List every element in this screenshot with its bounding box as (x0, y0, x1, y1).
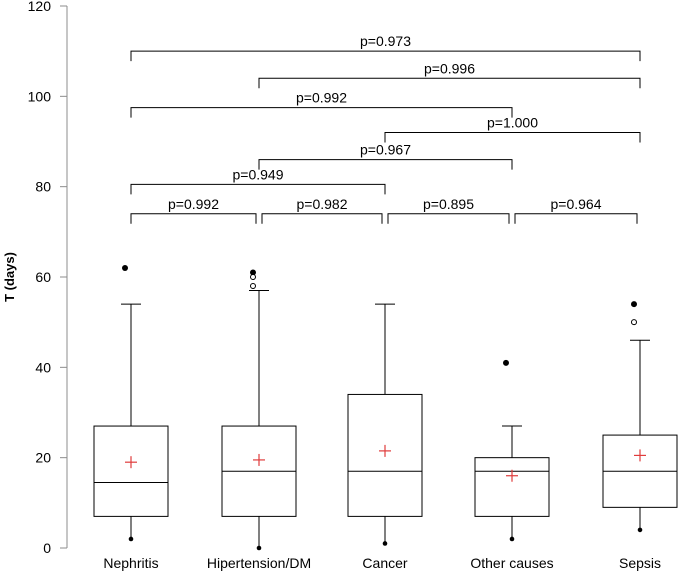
comparison-p-value: p=0.982 (297, 196, 348, 212)
comparison-p-value: p=0.973 (360, 33, 411, 49)
comparison-bracket (258, 159, 513, 170)
box (347, 393, 423, 517)
comparison-p-value: p=0.992 (168, 196, 219, 212)
outlier-filled (250, 269, 256, 276)
outlier-open (631, 319, 637, 326)
y-tick-label: 60 (35, 269, 51, 285)
whisker-min-point (382, 541, 388, 546)
comparison-bracket (387, 213, 510, 224)
comparison-p-value: p=1.000 (487, 114, 538, 130)
y-tick-label: 20 (35, 450, 51, 466)
outlier-open (250, 283, 256, 290)
x-category-label: Nephritis (103, 555, 158, 571)
comparison-bracket (514, 213, 638, 224)
box (474, 457, 550, 517)
x-category-label: Other causes (470, 555, 553, 571)
outlier-open (250, 274, 256, 280)
y-tick-label: 80 (35, 179, 51, 195)
comparison-bracket (130, 50, 641, 62)
comparison-bracket (130, 183, 386, 195)
whisker-min-point (256, 545, 262, 551)
whisker-min-point (509, 536, 515, 542)
comparison-p-value: p=0.996 (424, 60, 475, 76)
comparison-p-value: p=0.895 (423, 196, 474, 212)
outlier-filled (631, 301, 637, 308)
comparison-p-value: p=0.992 (296, 90, 347, 106)
box (93, 425, 169, 517)
y-axis-label: T (days) (2, 252, 17, 302)
whisker-min-point (637, 527, 643, 533)
x-category-label: Hipertension/DM (207, 555, 311, 571)
comparison-bracket (384, 131, 641, 143)
comparison-bracket (261, 213, 383, 224)
outlier-filled (122, 264, 128, 271)
comparison-bracket (130, 107, 513, 118)
comparison-bracket (130, 213, 257, 224)
comparison-p-value: p=0.967 (360, 142, 411, 158)
whisker-min-point (128, 536, 134, 542)
comparison-p-value: p=0.964 (551, 196, 602, 212)
y-tick-label: 40 (35, 359, 51, 375)
y-tick-label: 100 (28, 88, 52, 104)
x-category-label: Sepsis (619, 555, 661, 571)
comparison-bracket (258, 77, 641, 89)
y-tick-label: 120 (28, 0, 52, 14)
comparison-p-value: p=0.949 (233, 166, 284, 182)
x-category-label: Cancer (362, 555, 407, 571)
outlier-filled (503, 359, 509, 366)
y-tick-label: 0 (43, 540, 51, 556)
